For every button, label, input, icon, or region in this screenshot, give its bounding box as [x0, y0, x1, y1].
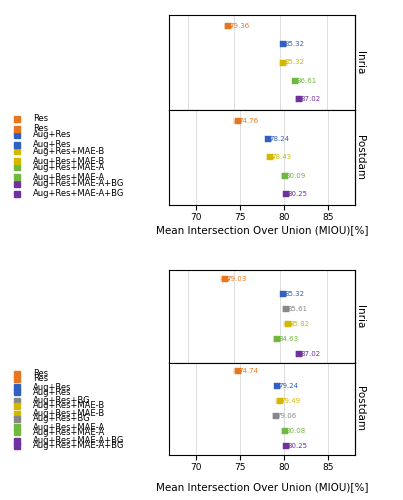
- Y-axis label: Postdam: Postdam: [355, 386, 365, 431]
- Text: Aug+Res+MAE-A: Aug+Res+MAE-A: [33, 428, 105, 437]
- Text: 80.25: 80.25: [287, 191, 307, 197]
- Text: Aug+Res+MAE-A+BG: Aug+Res+MAE-A+BG: [33, 179, 125, 188]
- Y-axis label: Inria: Inria: [355, 304, 365, 328]
- Text: Res: Res: [33, 124, 48, 133]
- Text: 78.43: 78.43: [271, 154, 291, 160]
- Text: 79.36: 79.36: [229, 23, 249, 29]
- Text: Aug+Res+BG: Aug+Res+BG: [33, 396, 91, 405]
- Text: Aug+Res+MAE-B: Aug+Res+MAE-B: [33, 156, 105, 166]
- Text: Aug+Res: Aug+Res: [33, 382, 72, 392]
- Text: Aug+Res+MAE-A: Aug+Res+MAE-A: [33, 173, 105, 182]
- Text: Res: Res: [33, 374, 48, 384]
- Text: 79.03: 79.03: [226, 276, 247, 282]
- Text: 85.61: 85.61: [287, 306, 307, 312]
- Text: 87.02: 87.02: [300, 96, 320, 102]
- Text: Aug+Res+MAE-A+BG: Aug+Res+MAE-A+BG: [33, 189, 125, 198]
- Text: 79.06: 79.06: [277, 413, 297, 419]
- Text: Aug+Res: Aug+Res: [33, 388, 72, 396]
- Text: Aug+Res+BG: Aug+Res+BG: [33, 414, 91, 424]
- Text: 87.02: 87.02: [300, 350, 320, 356]
- Y-axis label: Postdam: Postdam: [355, 135, 365, 180]
- Text: 85.32: 85.32: [285, 291, 305, 297]
- Text: Aug+Res: Aug+Res: [33, 130, 72, 140]
- Text: 80.08: 80.08: [286, 428, 306, 434]
- Text: 86.61: 86.61: [297, 78, 317, 84]
- Text: 85.32: 85.32: [285, 41, 305, 47]
- Text: Res: Res: [33, 114, 48, 123]
- Text: 80.25: 80.25: [287, 443, 307, 449]
- Text: 74.74: 74.74: [239, 368, 259, 374]
- Text: 79.24: 79.24: [278, 384, 298, 390]
- Text: Res: Res: [33, 370, 48, 378]
- Text: 85.82: 85.82: [289, 320, 309, 326]
- Text: Aug+Res+MAE-B: Aug+Res+MAE-B: [33, 146, 105, 156]
- Text: Mean Intersection Over Union (MIOU)[%]: Mean Intersection Over Union (MIOU)[%]: [156, 482, 368, 492]
- Text: Aug+Res+MAE-A: Aug+Res+MAE-A: [33, 423, 105, 432]
- Text: 85.32: 85.32: [285, 60, 305, 66]
- Text: 74.76: 74.76: [239, 118, 259, 124]
- Text: 84.63: 84.63: [278, 336, 298, 342]
- Text: Aug+Res+MAE-A+BG: Aug+Res+MAE-A+BG: [33, 436, 125, 445]
- Text: Aug+Res: Aug+Res: [33, 140, 72, 149]
- Text: 79.49: 79.49: [280, 398, 301, 404]
- Text: 78.24: 78.24: [270, 136, 289, 142]
- Text: Aug+Res+MAE-A: Aug+Res+MAE-A: [33, 163, 105, 172]
- Text: Aug+Res+MAE-B: Aug+Res+MAE-B: [33, 410, 105, 418]
- Text: Mean Intersection Over Union (MIOU)[%]: Mean Intersection Over Union (MIOU)[%]: [156, 225, 368, 235]
- Text: Aug+Res+MAE-A+BG: Aug+Res+MAE-A+BG: [33, 441, 125, 450]
- Y-axis label: Inria: Inria: [355, 51, 365, 74]
- Text: 80.09: 80.09: [286, 173, 306, 179]
- Text: Aug+Res+MAE-B: Aug+Res+MAE-B: [33, 401, 105, 410]
